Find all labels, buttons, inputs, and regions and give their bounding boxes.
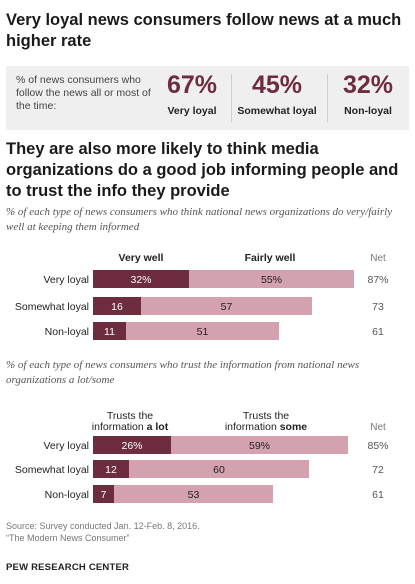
data-label: 11 [104, 326, 115, 338]
bar-segment [93, 485, 114, 503]
data-label: 60 [213, 464, 225, 476]
stat-somewhat-loyal: 45% Somewhat loyal [232, 70, 322, 117]
stat-label: Somewhat loyal [237, 105, 317, 117]
category-label: Very loyal [43, 274, 89, 286]
data-label: 7 [101, 489, 107, 501]
category-label: Non-loyal [45, 326, 89, 338]
net-value: 85% [367, 440, 388, 452]
net-value: 61 [372, 326, 384, 338]
bar-segment [129, 460, 309, 478]
net-value: 73 [372, 301, 384, 313]
bar-segment [126, 322, 279, 340]
source-note: Source: Survey conducted Jan. 12-Feb. 8,… [6, 520, 200, 544]
brand-logo-text: PEW RESEARCH CENTER [6, 562, 130, 573]
data-label: 32% [130, 274, 151, 286]
bar-segment [93, 322, 126, 340]
stat-divider [327, 74, 328, 122]
stat-very-loyal: 67% Very loyal [156, 70, 228, 117]
bar-segment [93, 460, 129, 478]
net-header: Net [370, 422, 386, 433]
data-label: 59% [249, 440, 270, 452]
stat-label: Non-loyal [344, 105, 392, 117]
series-header: Fairly well [245, 252, 296, 264]
bar-segment [189, 270, 354, 288]
chart2-subtitle: % of each type of news consumers who tru… [6, 359, 360, 386]
stat-value: 32% [342, 71, 394, 99]
series-header: Trusts the [243, 410, 289, 422]
category-label: Somewhat loyal [15, 464, 89, 476]
series-header: Very well [119, 252, 164, 264]
report-title: “The Modern News Consumer” [6, 533, 130, 543]
net-header: Net [370, 253, 386, 264]
section-headline: They are also more likely to think media… [6, 140, 399, 200]
category-label: Non-loyal [45, 489, 89, 501]
chart1-subtitle: % of each type of news consumers who thi… [6, 206, 393, 233]
stat-non-loyal: 32% Non-loyal [330, 70, 406, 117]
series-header: information some [225, 421, 307, 433]
stat-label: Very loyal [167, 105, 217, 117]
bar-segment [171, 436, 348, 454]
data-label: 51 [197, 326, 209, 338]
bar-segment [114, 485, 273, 503]
chart-informing: Very well Fairly well Net Very loyal 32% 55% 8… [15, 252, 389, 340]
stat-divider [231, 74, 232, 122]
net-value: 72 [372, 464, 384, 476]
net-value: 87% [367, 274, 388, 286]
source-text: Source: Survey conducted Jan. 12-Feb. 8,… [6, 521, 200, 531]
bar-segment [93, 270, 189, 288]
bar-segment [93, 297, 141, 315]
series-header: Trusts the [107, 410, 153, 422]
bar-segment [93, 436, 171, 454]
net-value: 61 [372, 489, 384, 501]
stat-value: 45% [251, 71, 303, 99]
data-label: 57 [221, 301, 233, 313]
data-label: 12 [105, 464, 117, 476]
headline: Very loyal news consumers follow news at… [6, 11, 402, 50]
bar-segment [141, 297, 312, 315]
stat-value: 67% [166, 71, 218, 99]
data-label: 53 [188, 489, 200, 501]
data-label: 55% [261, 274, 282, 286]
category-label: Somewhat loyal [15, 301, 89, 313]
stat-description: % of news consumers who follow the news … [16, 74, 151, 112]
category-label: Very loyal [43, 440, 89, 452]
data-label: 26% [121, 440, 142, 452]
stat-box: % of news consumers who follow the news … [6, 66, 409, 130]
series-header: information a lot [92, 421, 169, 433]
data-label: 16 [111, 301, 123, 313]
